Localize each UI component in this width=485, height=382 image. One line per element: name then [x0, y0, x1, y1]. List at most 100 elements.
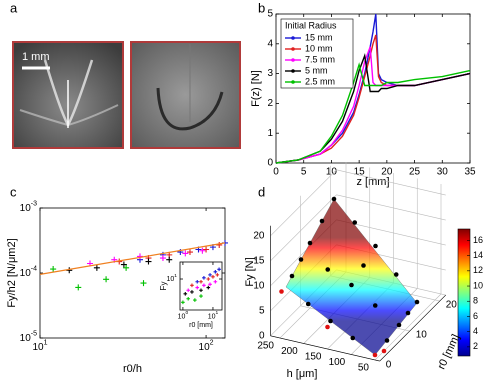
tick-label-exponent: 1: [215, 310, 218, 316]
tick-label: 10-5: [20, 330, 37, 343]
data-point: [190, 283, 194, 288]
data-point: [183, 291, 188, 296]
data-point: [199, 247, 206, 254]
tick-label-base: 10: [20, 268, 32, 279]
tick-label: 5: [259, 305, 265, 316]
grid-line: [270, 169, 337, 237]
colorbar: [457, 228, 471, 357]
tick-label: 101: [208, 310, 219, 320]
axes-frame: [179, 261, 223, 311]
data-point: [307, 240, 313, 246]
legend-marker: [291, 36, 295, 40]
legend-label: 7.5 mm: [305, 54, 335, 64]
x-axis: [270, 335, 380, 362]
data-point: [328, 318, 333, 324]
tick-label: 50: [358, 363, 370, 374]
data-point: [206, 285, 211, 290]
tick-label: 30: [437, 167, 449, 178]
scale-bar-label: 1 mm: [22, 51, 50, 63]
data-point: [361, 263, 366, 268]
tick-label: 101: [32, 339, 47, 352]
legend-label: 15 mm: [305, 32, 333, 42]
tick-label-base: 10: [208, 313, 216, 320]
panel-label: c: [10, 184, 17, 199]
tick-label: 4: [267, 38, 273, 49]
data-point: [195, 279, 200, 284]
data-point: [352, 220, 358, 225]
data-point: [206, 277, 211, 281]
colorbar-tick-label: 16: [473, 235, 483, 245]
colorbar-tick-label: 12: [473, 265, 483, 275]
legend-marker: [291, 80, 295, 84]
data-point: [159, 255, 166, 262]
tick-label-base: 10: [178, 313, 186, 320]
data-point: [213, 279, 218, 284]
tick-label: 15: [253, 255, 265, 266]
data-point: [166, 256, 173, 263]
grid-line: [270, 194, 337, 262]
data-point: [195, 285, 200, 290]
panel-label: d: [258, 184, 265, 199]
tick-label: 1: [267, 128, 273, 139]
legend-marker: [291, 47, 295, 51]
data-point: [405, 310, 411, 316]
tick-label: 10: [416, 330, 428, 341]
legend-box: [280, 18, 354, 89]
grid-line: [374, 293, 442, 361]
tick-label-exponent: 1: [44, 339, 48, 346]
tick-label: 15: [354, 167, 366, 178]
data-point: [199, 288, 203, 293]
tick-label: 102: [199, 339, 214, 352]
data-point: [213, 269, 218, 274]
tick-label-base: 10: [166, 276, 174, 283]
surface: [285, 198, 418, 356]
data-point: [203, 246, 210, 253]
data-point: [145, 258, 152, 265]
photo-right: [130, 41, 241, 149]
data-point: [93, 264, 100, 271]
tick-label: 5: [301, 167, 307, 178]
data-point: [215, 273, 220, 277]
tick-label: 0: [259, 330, 265, 341]
tick-label: 25: [409, 167, 421, 178]
legend-marker: [291, 58, 295, 62]
grid-line: [336, 194, 446, 221]
data-point: [120, 261, 127, 268]
colorbar-tick-label: 4: [473, 326, 478, 336]
colorbar-tick-label: 2: [473, 341, 478, 351]
colorbar-tick-label: 14: [473, 250, 483, 260]
data-point: [350, 335, 356, 341]
tick-label-exponent: -3: [31, 200, 37, 207]
data-point: [216, 241, 223, 248]
y-axis: [379, 294, 446, 362]
tick-label-exponent: -4: [31, 265, 37, 272]
data-point: [136, 253, 143, 260]
data-point: [373, 243, 378, 249]
tick-label: 101: [166, 273, 177, 283]
data-point: [384, 338, 390, 343]
data-point: [181, 300, 185, 305]
legend-title: Initial Radius: [285, 20, 337, 30]
data-point: [325, 267, 331, 272]
x-axis-label: r0 [mm]: [189, 322, 213, 329]
tick-label: 20: [446, 300, 458, 311]
highlight-point: [372, 352, 378, 358]
tick-label-exponent: 0: [185, 310, 188, 316]
x-axis-label: h [μm]: [287, 368, 318, 380]
fit-line: [39, 242, 226, 275]
z-axis-label: Fy [N]: [244, 257, 256, 286]
data-point: [182, 250, 189, 257]
legend-label: 10 mm: [305, 43, 333, 53]
data-point: [190, 290, 194, 294]
legend-marker: [291, 69, 295, 73]
tick-label: 5: [267, 9, 273, 20]
colorbar-tick-label: 10: [473, 280, 483, 290]
tick-label-exponent: 2: [210, 339, 214, 346]
data-point: [75, 284, 82, 291]
tick-label: 10: [326, 167, 338, 178]
tick-label: 0: [267, 158, 273, 169]
tick-label: 100: [329, 357, 346, 368]
tick-label: 20: [381, 167, 393, 178]
x-axis-label: r0/h: [123, 363, 142, 375]
